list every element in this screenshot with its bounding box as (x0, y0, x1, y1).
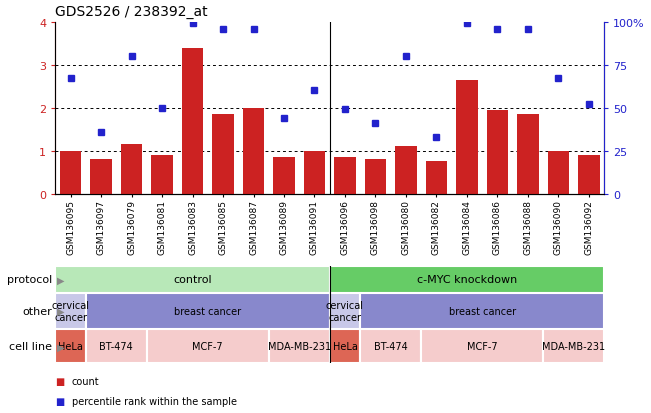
Text: MDA-MB-231: MDA-MB-231 (542, 342, 605, 351)
Text: breast cancer: breast cancer (174, 306, 242, 316)
Bar (121, 145, 142, 194)
Text: HeLa: HeLa (333, 342, 357, 351)
Bar (487, 111, 508, 194)
Bar (578, 156, 600, 194)
Bar (269, 330, 329, 363)
Text: MCF-7: MCF-7 (193, 342, 223, 351)
Text: ■: ■ (55, 396, 64, 406)
Text: percentile rank within the sample: percentile rank within the sample (72, 396, 236, 406)
Bar (360, 330, 421, 363)
Bar (360, 293, 604, 330)
Bar (86, 293, 329, 330)
Bar (543, 330, 604, 363)
Text: BT-474: BT-474 (374, 342, 408, 351)
Bar (329, 293, 360, 330)
Bar (304, 151, 325, 194)
Text: ▶: ▶ (57, 342, 64, 351)
Bar (456, 81, 478, 194)
Text: cervical
cancer: cervical cancer (51, 301, 90, 322)
Bar (421, 330, 543, 363)
Bar (243, 108, 264, 194)
Bar (60, 151, 81, 194)
Bar (547, 151, 569, 194)
Text: protocol: protocol (7, 275, 52, 285)
Text: control: control (173, 275, 212, 285)
Bar (152, 156, 173, 194)
Text: MCF-7: MCF-7 (467, 342, 497, 351)
Text: ▶: ▶ (57, 275, 64, 285)
Bar (329, 330, 360, 363)
Bar (273, 158, 295, 194)
Bar (426, 162, 447, 194)
Text: MDA-MB-231: MDA-MB-231 (268, 342, 331, 351)
Bar (55, 293, 86, 330)
Text: count: count (72, 376, 99, 386)
Bar (212, 115, 234, 194)
Bar (518, 115, 538, 194)
Text: HeLa: HeLa (58, 342, 83, 351)
Bar (147, 330, 269, 363)
Bar (55, 330, 86, 363)
Bar (335, 158, 355, 194)
Text: cervical
cancer: cervical cancer (326, 301, 364, 322)
Text: BT-474: BT-474 (100, 342, 133, 351)
Text: c-MYC knockdown: c-MYC knockdown (417, 275, 517, 285)
Bar (329, 266, 604, 293)
Text: breast cancer: breast cancer (449, 306, 516, 316)
Bar (395, 147, 417, 194)
Text: ■: ■ (55, 376, 64, 386)
Text: GDS2526 / 238392_at: GDS2526 / 238392_at (55, 5, 208, 19)
Bar (90, 160, 112, 194)
Text: other: other (22, 306, 52, 316)
Bar (182, 48, 203, 194)
Bar (55, 266, 329, 293)
Text: ▶: ▶ (57, 306, 64, 316)
Text: cell line: cell line (9, 342, 52, 351)
Bar (86, 330, 147, 363)
Bar (365, 160, 386, 194)
